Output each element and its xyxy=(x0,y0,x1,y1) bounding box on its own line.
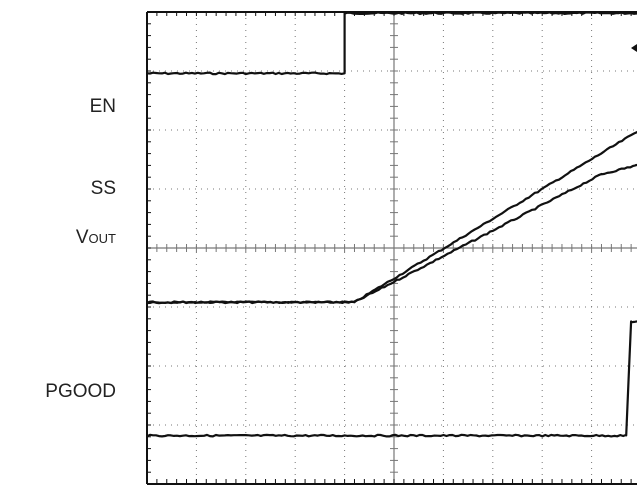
vout-label: VOUT xyxy=(0,227,116,249)
channel-marker-icon xyxy=(631,44,637,52)
trace-en xyxy=(146,11,637,76)
trace-ss xyxy=(146,130,637,305)
trace-vout xyxy=(146,163,637,305)
en-label: EN xyxy=(89,96,116,117)
vout-label-main: V xyxy=(75,227,89,248)
ss-label: SS xyxy=(90,178,116,199)
trace-pgood xyxy=(146,320,637,438)
pgood-label: PGOOD xyxy=(45,381,116,402)
vout-label-subscript: OUT xyxy=(88,231,116,246)
